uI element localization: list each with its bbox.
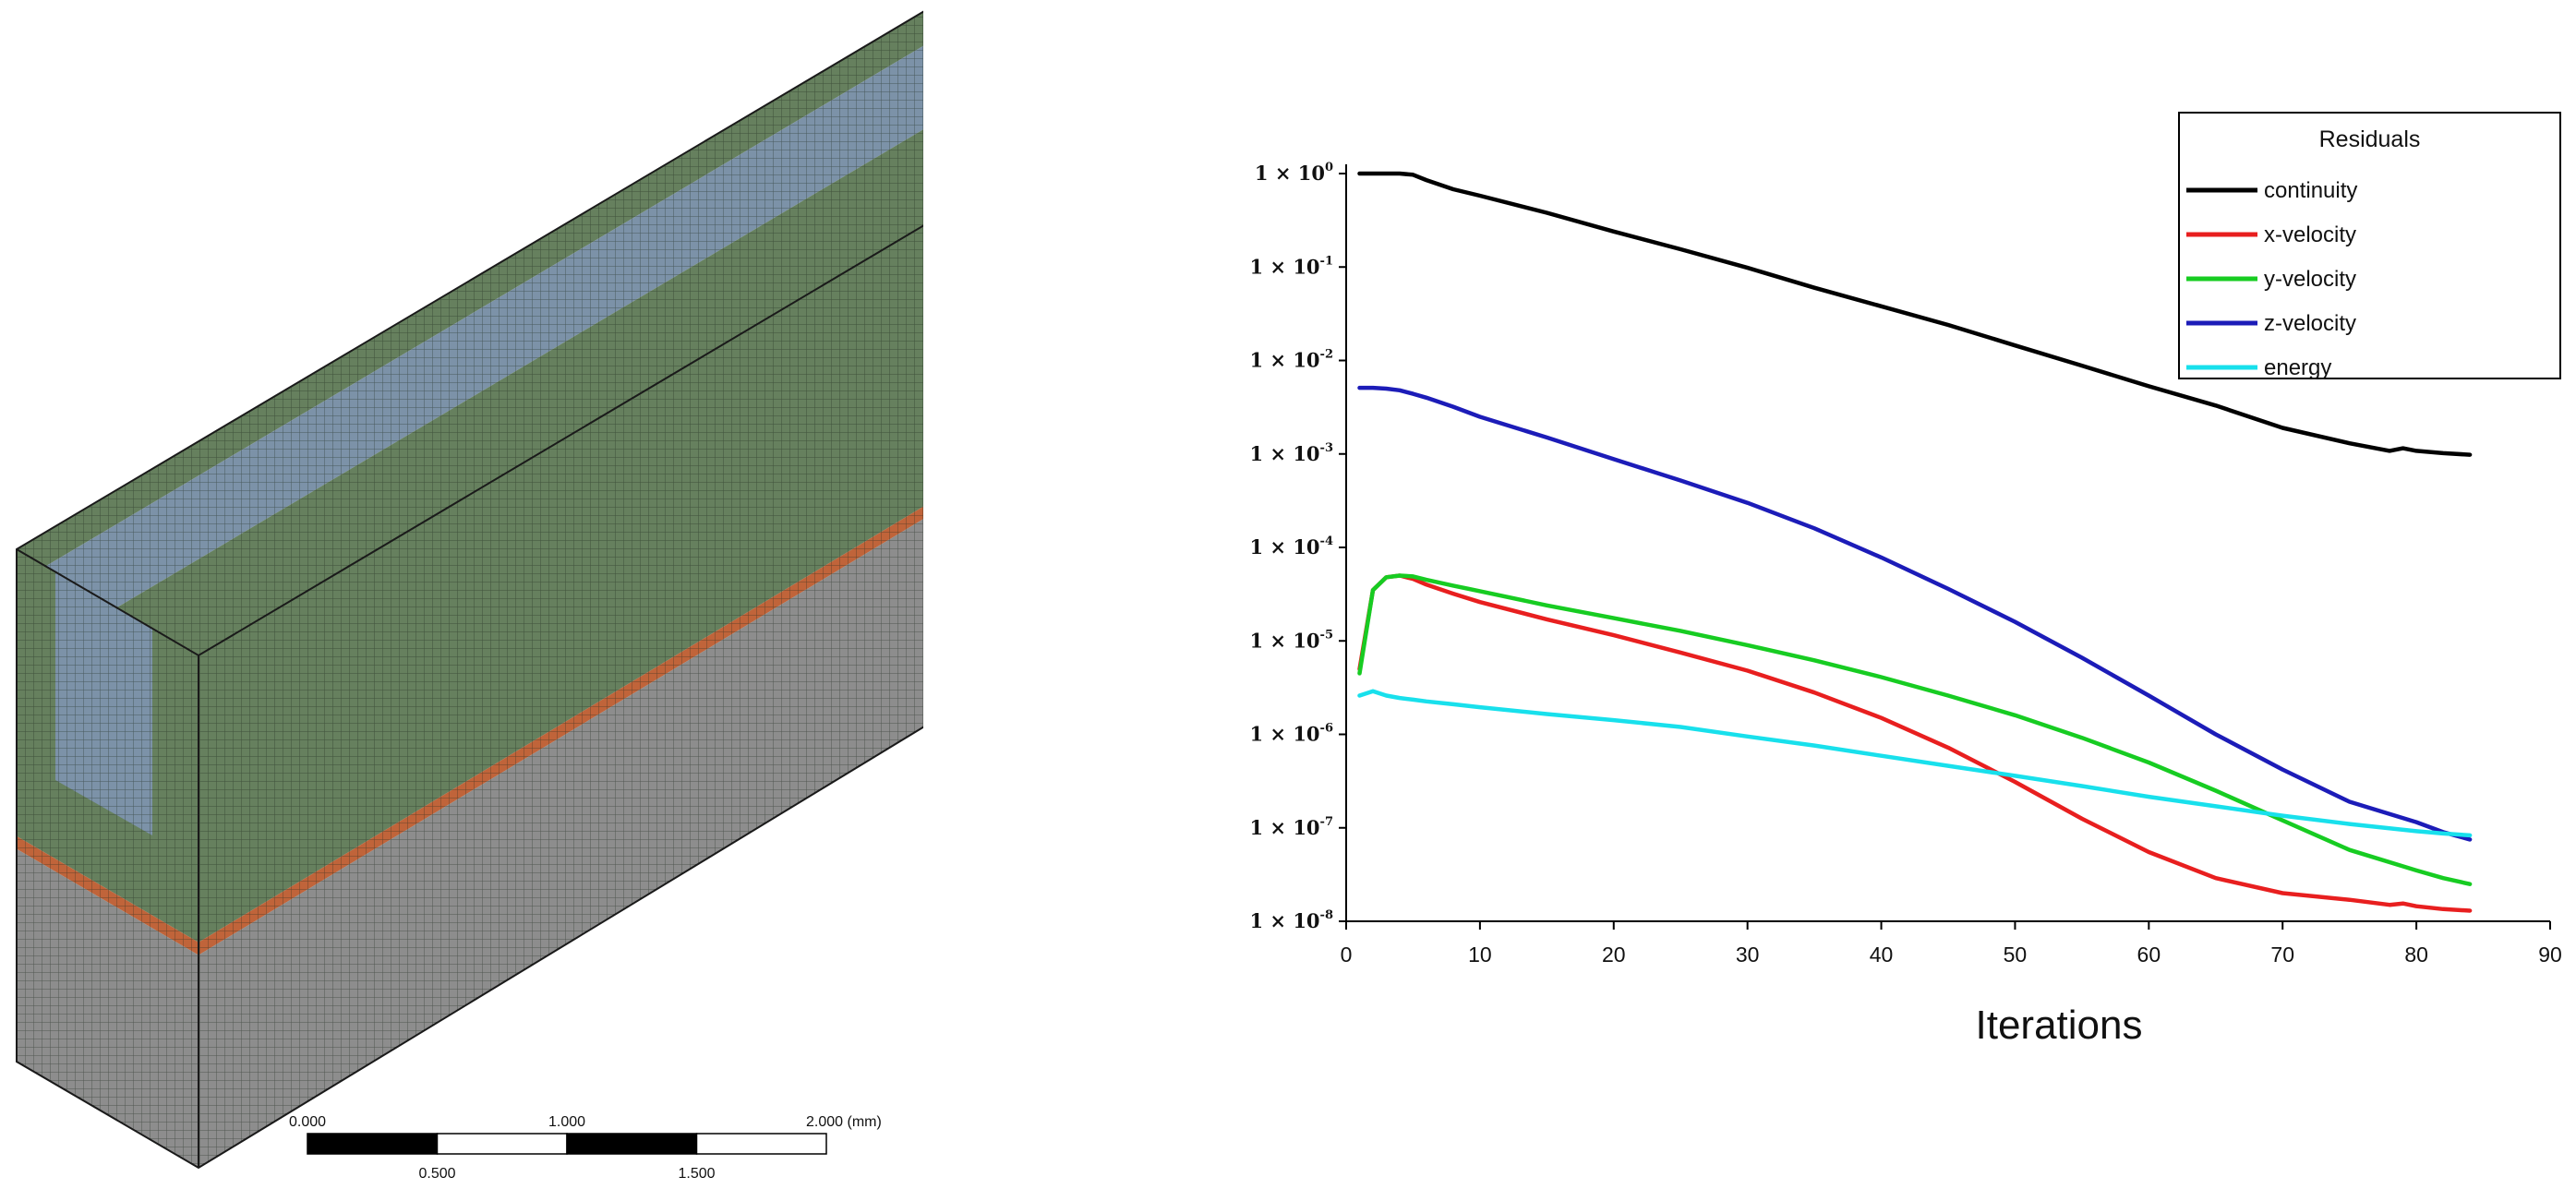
top-face-grid: [45, 45, 923, 608]
y-tick-label: 1 × 10-2: [1249, 348, 1333, 372]
y-tick-label: 1 × 10-6: [1249, 722, 1333, 746]
scale-label-top: 0.000: [289, 1114, 326, 1130]
legend-entry-continuity: continuity: [2264, 178, 2357, 203]
x-tick-label: 40: [1870, 943, 1894, 967]
series-line-z-velocity: [1357, 385, 2473, 842]
y-tick-label: 1 × 10-1: [1249, 254, 1333, 278]
top-face-grid: [116, 129, 923, 655]
x-tick-label: 10: [1468, 943, 1492, 967]
scale-bar-segment: [436, 1133, 568, 1155]
scale-label-top: 1.000: [548, 1114, 585, 1130]
scale-label-bottom: 0.500: [418, 1166, 455, 1182]
y-axis-ticks: 1 × 100 1 × 10-1 1 × 10-2 1 × 10-3 1 × 10-4 1…: [1249, 161, 1346, 932]
series-line-continuity: [1357, 171, 2473, 457]
y-tick-label: 1 × 10-8: [1249, 908, 1333, 932]
series-lines: [1357, 171, 2473, 913]
series-line-y-velocity: [1357, 573, 2473, 886]
x-tick-label: 90: [2538, 943, 2562, 967]
legend-entry-x-velocity: x-velocity: [2264, 222, 2356, 247]
mesh-outline: [16, 10, 923, 1170]
scale-bar-segment: [695, 1133, 827, 1155]
x-tick-label: 20: [1602, 943, 1626, 967]
top-face-grid: [17, 11, 923, 567]
front-face-grid: [17, 549, 199, 1168]
x-tick-label: 30: [1736, 943, 1760, 967]
legend: Residuals continuity x-velocity y-velocity z…: [2178, 112, 2561, 380]
x-tick-label: 50: [2004, 943, 2028, 967]
series-line-x-velocity: [1357, 573, 2473, 913]
legend-title: Residuals: [2319, 126, 2421, 152]
plot-frame: [1345, 164, 2550, 922]
legend-entry-z-velocity: z-velocity: [2264, 311, 2356, 336]
x-tick-label: 80: [2404, 943, 2428, 967]
x-tick-label: 60: [2137, 943, 2161, 967]
scale-bar-segment: [307, 1133, 439, 1155]
x-tick-label: 0: [1341, 943, 1353, 967]
legend-entry-y-velocity: y-velocity: [2264, 267, 2356, 292]
scale-label-top: 2.000 (mm): [806, 1114, 882, 1130]
x-axis-ticks: 0 10 20 30 40 50 60 70 80 90: [1341, 921, 2562, 967]
legend-entry-energy: energy: [2264, 355, 2331, 380]
x-axis-label: Iterations: [1976, 1003, 2143, 1048]
scale-label-bottom: 1.500: [678, 1166, 715, 1182]
y-tick-label: 1 × 10-5: [1249, 628, 1333, 652]
y-tick-label: 1 × 100: [1255, 161, 1333, 185]
x-tick-label: 70: [2270, 943, 2294, 967]
y-tick-label: 1 × 10-3: [1249, 441, 1333, 465]
residual-chart: 1 × 100 1 × 10-1 1 × 10-2 1 × 10-3 1 × 10-4 1…: [1249, 112, 2562, 1048]
mesh-figure: 0.000 1.000 2.000 (mm) 0.500 1.500: [16, 10, 923, 1182]
series-line-energy: [1357, 689, 2473, 838]
legend-box: [2178, 112, 2561, 379]
y-tick-label: 1 × 10-7: [1249, 815, 1333, 839]
y-tick-label: 1 × 10-4: [1249, 534, 1333, 558]
scale-bar-segment: [566, 1133, 698, 1155]
scale-bar: 0.000 1.000 2.000 (mm) 0.500 1.500: [289, 1114, 882, 1182]
